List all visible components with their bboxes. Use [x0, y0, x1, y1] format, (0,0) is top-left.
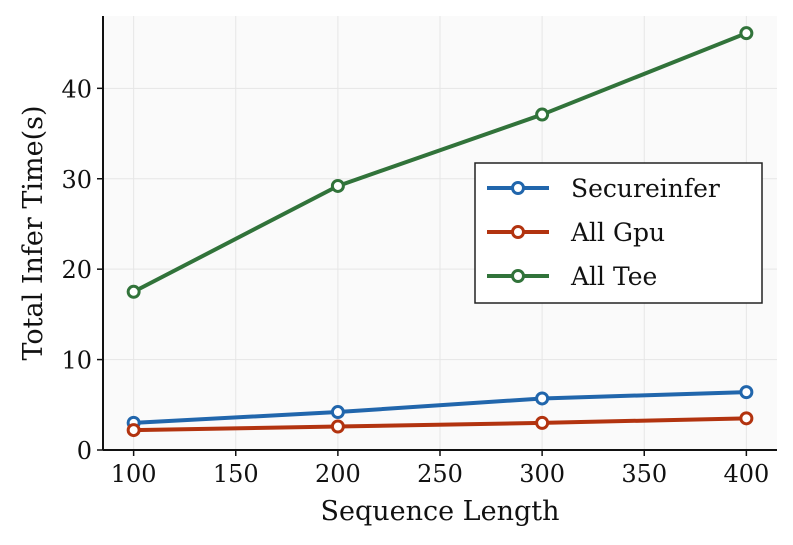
data-point-all-gpu — [330, 419, 345, 434]
data-point-all-gpu — [739, 411, 754, 426]
data-point-secureinfer — [330, 405, 345, 420]
x-tick-label: 350 — [621, 460, 667, 488]
legend-label-all-tee: All Tee — [570, 262, 657, 291]
series-layer — [126, 26, 754, 438]
data-point-all-gpu — [535, 415, 550, 430]
x-axis-ticks: 100 150 200 250 300 350 400 — [111, 450, 769, 488]
x-tick-label: 400 — [723, 460, 769, 488]
y-tick-label: 40 — [61, 75, 92, 103]
data-point-all-tee — [126, 284, 141, 299]
y-tick-label: 20 — [61, 256, 92, 284]
legend-label-all-gpu: All Gpu — [570, 218, 665, 247]
y-axis-ticks: 0 10 20 30 40 — [61, 75, 103, 465]
y-tick-label: 30 — [61, 166, 92, 194]
series-line-all-gpu — [133, 416, 747, 433]
series-line-all-tee — [132, 31, 748, 294]
legend: Secureinfer All Gpu All Tee — [474, 162, 763, 304]
x-tick-label: 100 — [111, 460, 157, 488]
x-tick-label: 300 — [519, 460, 565, 488]
y-tick-label: 10 — [61, 347, 92, 375]
x-axis-title: Sequence Length — [320, 496, 559, 527]
x-tick-label: 150 — [213, 460, 259, 488]
data-point-all-gpu — [126, 423, 141, 438]
y-tick-label: 0 — [77, 437, 92, 465]
data-point-secureinfer — [739, 385, 754, 400]
x-tick-label: 250 — [417, 460, 463, 488]
legend-marker-all-tee — [511, 269, 525, 283]
legend-marker-secureinfer — [511, 181, 525, 195]
data-point-all-tee — [330, 178, 345, 193]
legend-marker-all-gpu — [511, 225, 525, 239]
legend-label-secureinfer: Secureinfer — [571, 174, 720, 203]
data-point-all-tee — [535, 107, 550, 122]
y-axis-title: Total Infer Time(s) — [18, 106, 49, 361]
data-point-secureinfer — [535, 391, 550, 406]
series-line-secureinfer — [133, 390, 747, 425]
data-point-all-tee — [739, 26, 754, 41]
x-tick-label: 200 — [315, 460, 361, 488]
